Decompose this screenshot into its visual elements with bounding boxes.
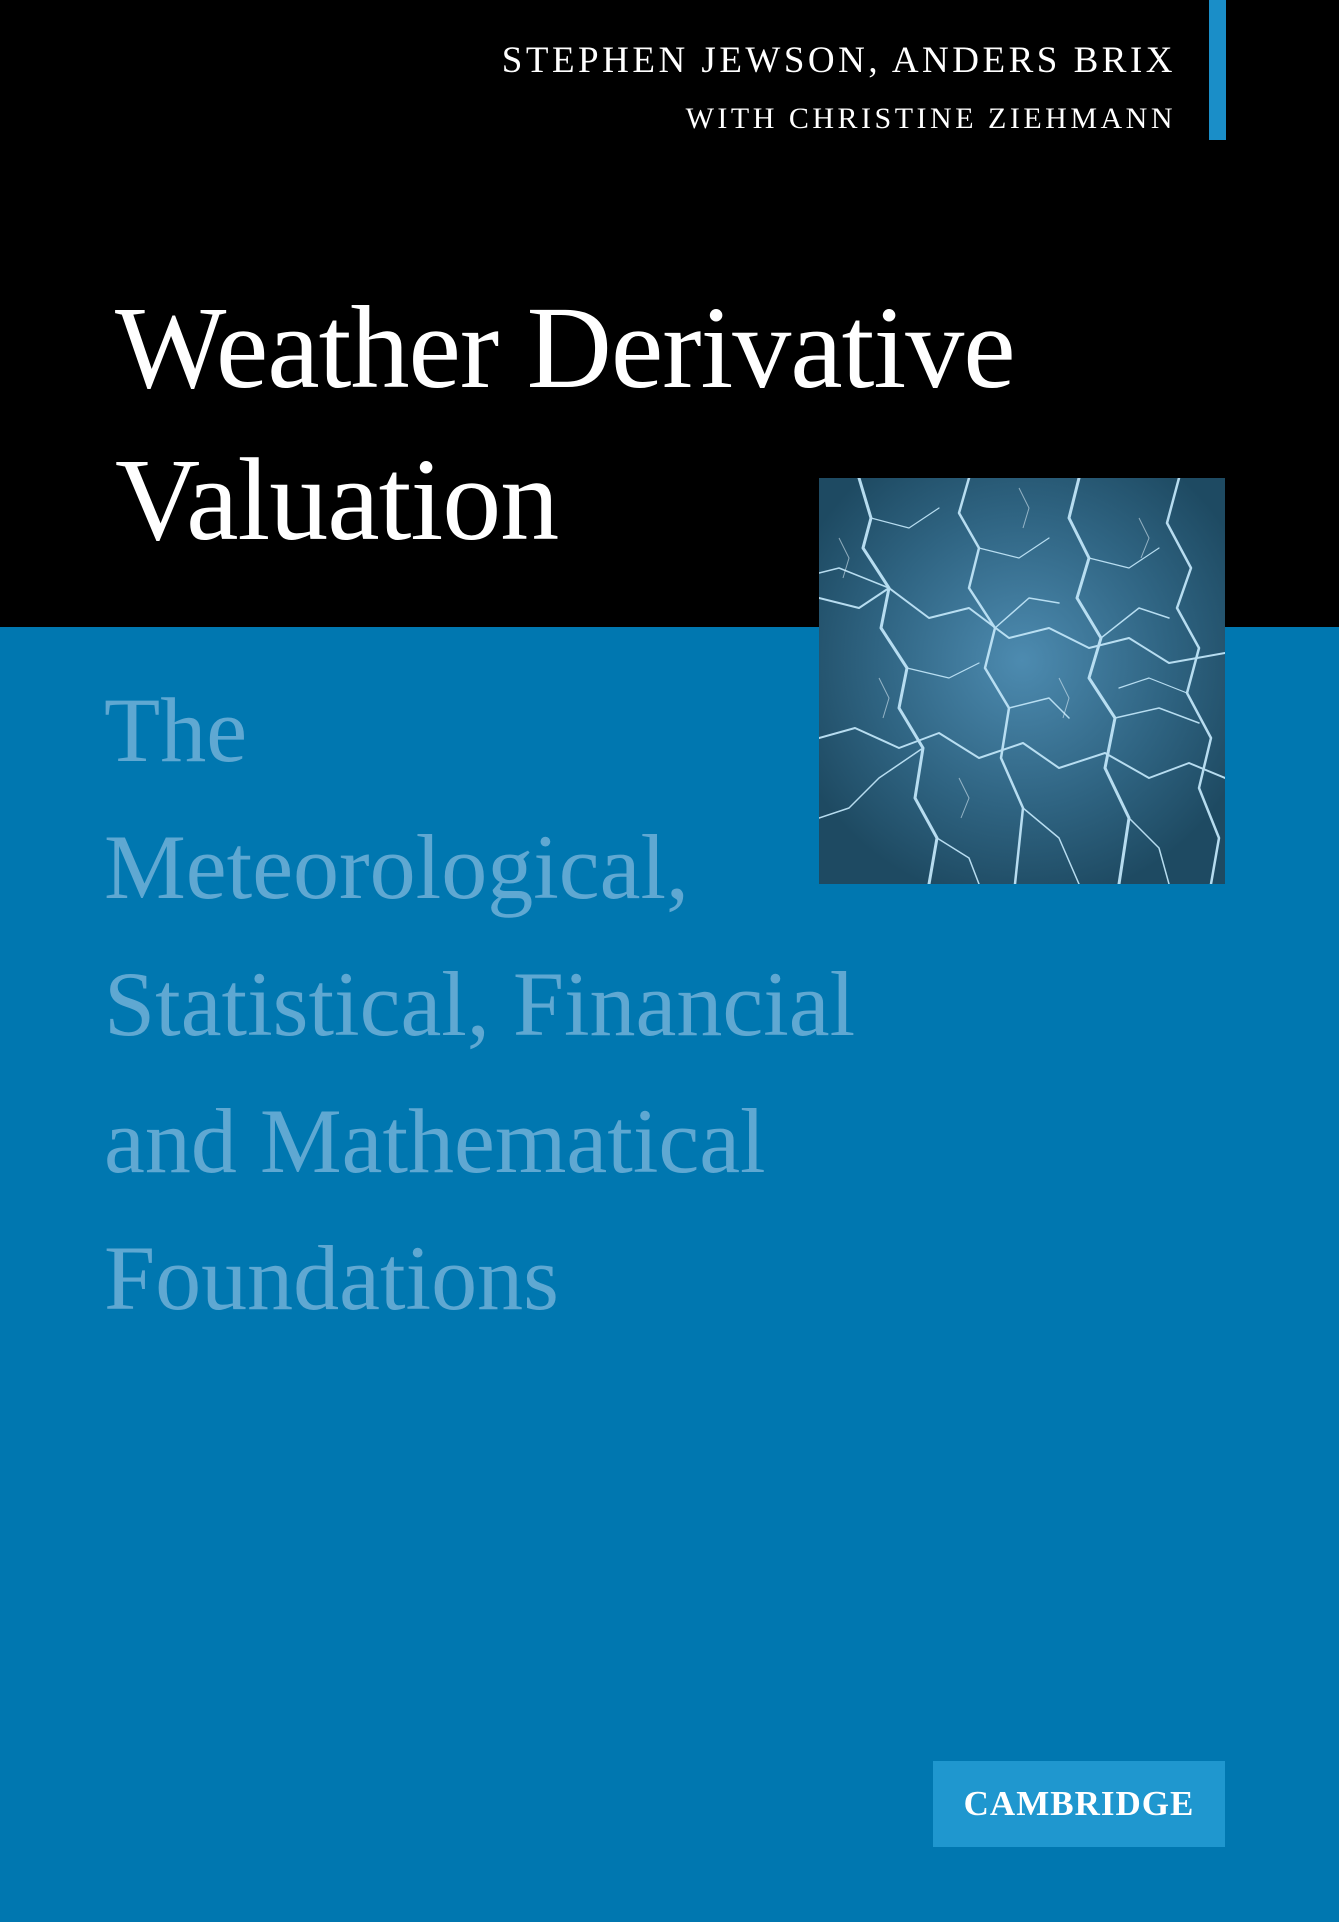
authors-line: STEPHEN JEWSON, ANDERS BRIX bbox=[501, 40, 1176, 81]
lightning-icon bbox=[819, 478, 1225, 884]
publisher-name: CAMBRIDGE bbox=[963, 1784, 1195, 1823]
book-subtitle: The Meteorological, Statistical, Financi… bbox=[104, 662, 855, 1347]
subtitle-line-1: The bbox=[104, 679, 248, 781]
publisher-logo: CAMBRIDGE bbox=[933, 1761, 1225, 1847]
contributor-line: WITH CHRISTINE ZIEHMANN bbox=[685, 102, 1176, 135]
subtitle-line-5: Foundations bbox=[104, 1227, 559, 1329]
authors-block: STEPHEN JEWSON, ANDERS BRIX WITH CHRISTI… bbox=[502, 38, 1176, 142]
subtitle-line-3: Statistical, Financial bbox=[104, 953, 856, 1055]
book-title: Weather Derivative Valuation bbox=[115, 272, 1016, 576]
subtitle-line-4: and Mathematical bbox=[104, 1090, 766, 1192]
title-line-1: Weather Derivative bbox=[115, 282, 1016, 413]
accent-bar bbox=[1209, 0, 1226, 140]
title-line-2: Valuation bbox=[115, 434, 559, 565]
subtitle-line-2: Meteorological, bbox=[104, 816, 690, 918]
lightning-image bbox=[819, 478, 1225, 884]
